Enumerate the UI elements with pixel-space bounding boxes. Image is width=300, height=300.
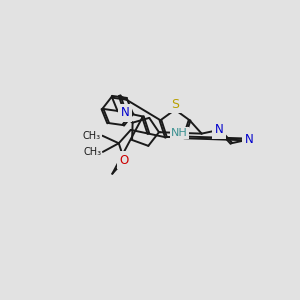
Text: CH₃: CH₃ [83, 131, 101, 141]
Text: N: N [244, 133, 253, 146]
Text: NH: NH [171, 128, 188, 138]
Text: O: O [120, 154, 129, 167]
Text: N: N [215, 123, 224, 136]
Text: N: N [121, 106, 130, 119]
Text: S: S [171, 98, 179, 111]
Text: CH₃: CH₃ [83, 147, 102, 157]
